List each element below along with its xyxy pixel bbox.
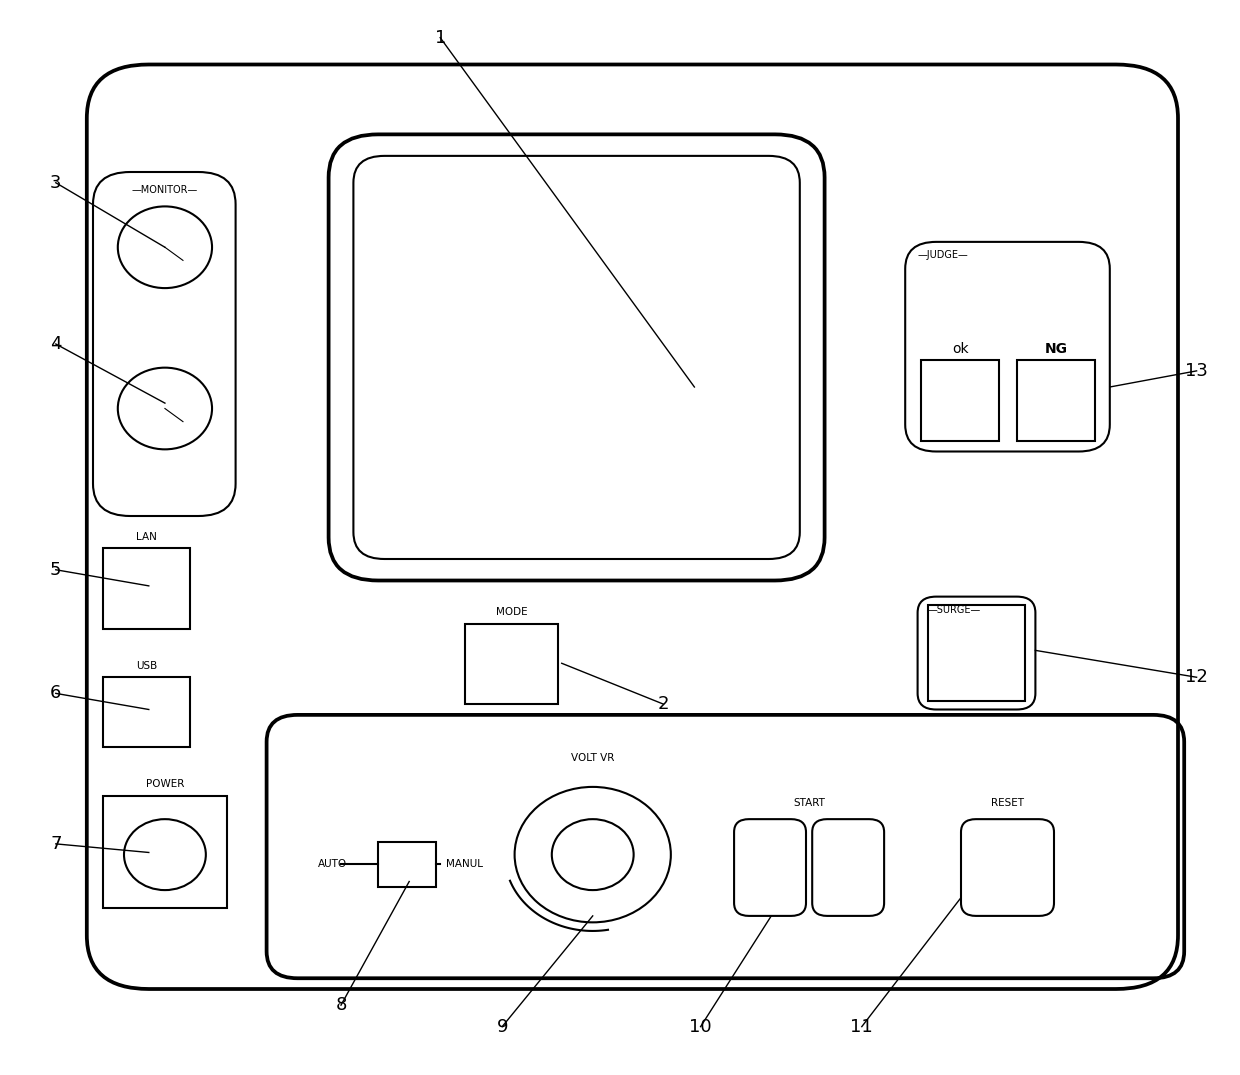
Text: —SURGE—: —SURGE— [928,605,981,615]
Text: 7: 7 [50,835,62,852]
Text: —MONITOR—: —MONITOR— [131,185,197,195]
Text: 3: 3 [50,174,62,191]
Text: START: START [794,799,825,808]
Text: RESET: RESET [991,799,1024,808]
Text: LAN: LAN [136,532,156,542]
Text: 9: 9 [496,1018,508,1035]
Text: 4: 4 [50,335,62,353]
Bar [1017,360,1095,441]
Text: MANUL: MANUL [446,859,484,870]
Text: NG: NG [1044,342,1068,356]
Text: 10: 10 [689,1018,712,1035]
Bar [465,624,558,704]
Text: 1: 1 [434,29,446,46]
Text: —JUDGE—: —JUDGE— [918,250,968,260]
Text: USB: USB [135,661,157,671]
Text: MODE: MODE [496,607,527,617]
Text: 11: 11 [851,1018,873,1035]
Bar [378,842,436,887]
Text: 12: 12 [1185,669,1208,686]
Text: VOLT VR: VOLT VR [572,754,614,763]
Text: POWER: POWER [146,779,184,789]
Text: 2: 2 [657,696,670,713]
Text: ok: ok [952,342,968,356]
Bar [103,796,227,908]
Bar [921,360,999,441]
Bar [103,677,190,747]
Bar [928,605,1025,701]
Text: AUTO: AUTO [319,859,347,870]
Text: 13: 13 [1185,362,1208,379]
Bar [103,548,190,629]
Text: 8: 8 [335,997,347,1014]
Text: 6: 6 [50,685,62,702]
Text: 5: 5 [50,561,62,578]
